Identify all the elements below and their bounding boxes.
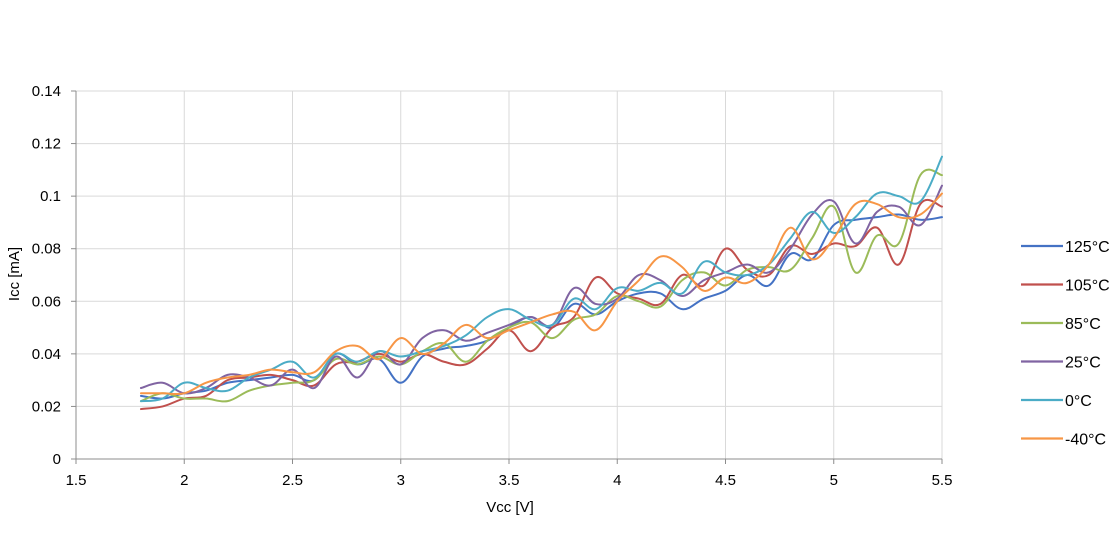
x-tick-label: 4.5 [715, 472, 736, 489]
y-tick-label: 0.1 [40, 188, 61, 205]
x-tick-label: 2.5 [282, 472, 303, 489]
axes [71, 90, 943, 464]
y-tick-label: 0.06 [32, 293, 61, 310]
y-tick-label: 0.04 [32, 346, 61, 363]
y-axis-title: Icc [mA] [6, 247, 23, 301]
series-line-5 [139, 192, 943, 396]
legend-item: -40°C [1021, 432, 1106, 449]
legend: 125°C 105°C 85°C 25°C 0°C -40°C [1021, 239, 1110, 449]
x-tick-label: 3 [397, 472, 405, 489]
x-tick-label: 4 [613, 472, 621, 489]
legend-item: 0°C [1021, 393, 1092, 410]
x-tick-label: 5.5 [932, 472, 953, 489]
legend-item: 105°C [1021, 278, 1110, 295]
y-tick-label: 0.02 [32, 398, 61, 415]
series-lines [139, 155, 943, 411]
legend-label: 125°C [1065, 239, 1110, 256]
legend-label: -40°C [1065, 432, 1106, 449]
legend-label: 85°C [1065, 316, 1101, 333]
y-tick-label: 0.14 [32, 83, 61, 100]
series-line-1 [139, 198, 943, 411]
legend-label: 0°C [1065, 393, 1092, 410]
grid-lines [76, 90, 943, 459]
y-tick-labels: 0 0.02 0.04 0.06 0.08 0.1 0.12 0.14 [32, 83, 61, 468]
series-line-4 [139, 155, 943, 403]
y-tick-label: 0 [53, 451, 61, 468]
legend-label: 25°C [1065, 355, 1101, 372]
x-tick-label: 1.5 [66, 472, 87, 489]
series-line-3 [139, 184, 943, 395]
legend-item: 125°C [1021, 239, 1110, 256]
legend-label: 105°C [1065, 278, 1110, 295]
y-tick-label: 0.08 [32, 241, 61, 258]
x-axis-title: Vcc [V] [486, 499, 534, 516]
y-tick-label: 0.12 [32, 136, 61, 153]
x-tick-labels: 1.5 2 2.5 3 3.5 4 4.5 5 5.5 [66, 472, 953, 489]
x-tick-label: 2 [180, 472, 188, 489]
legend-item: 85°C [1021, 316, 1101, 333]
x-tick-label: 5 [830, 472, 838, 489]
x-tick-label: 3.5 [499, 472, 520, 489]
legend-item: 25°C [1021, 355, 1101, 372]
